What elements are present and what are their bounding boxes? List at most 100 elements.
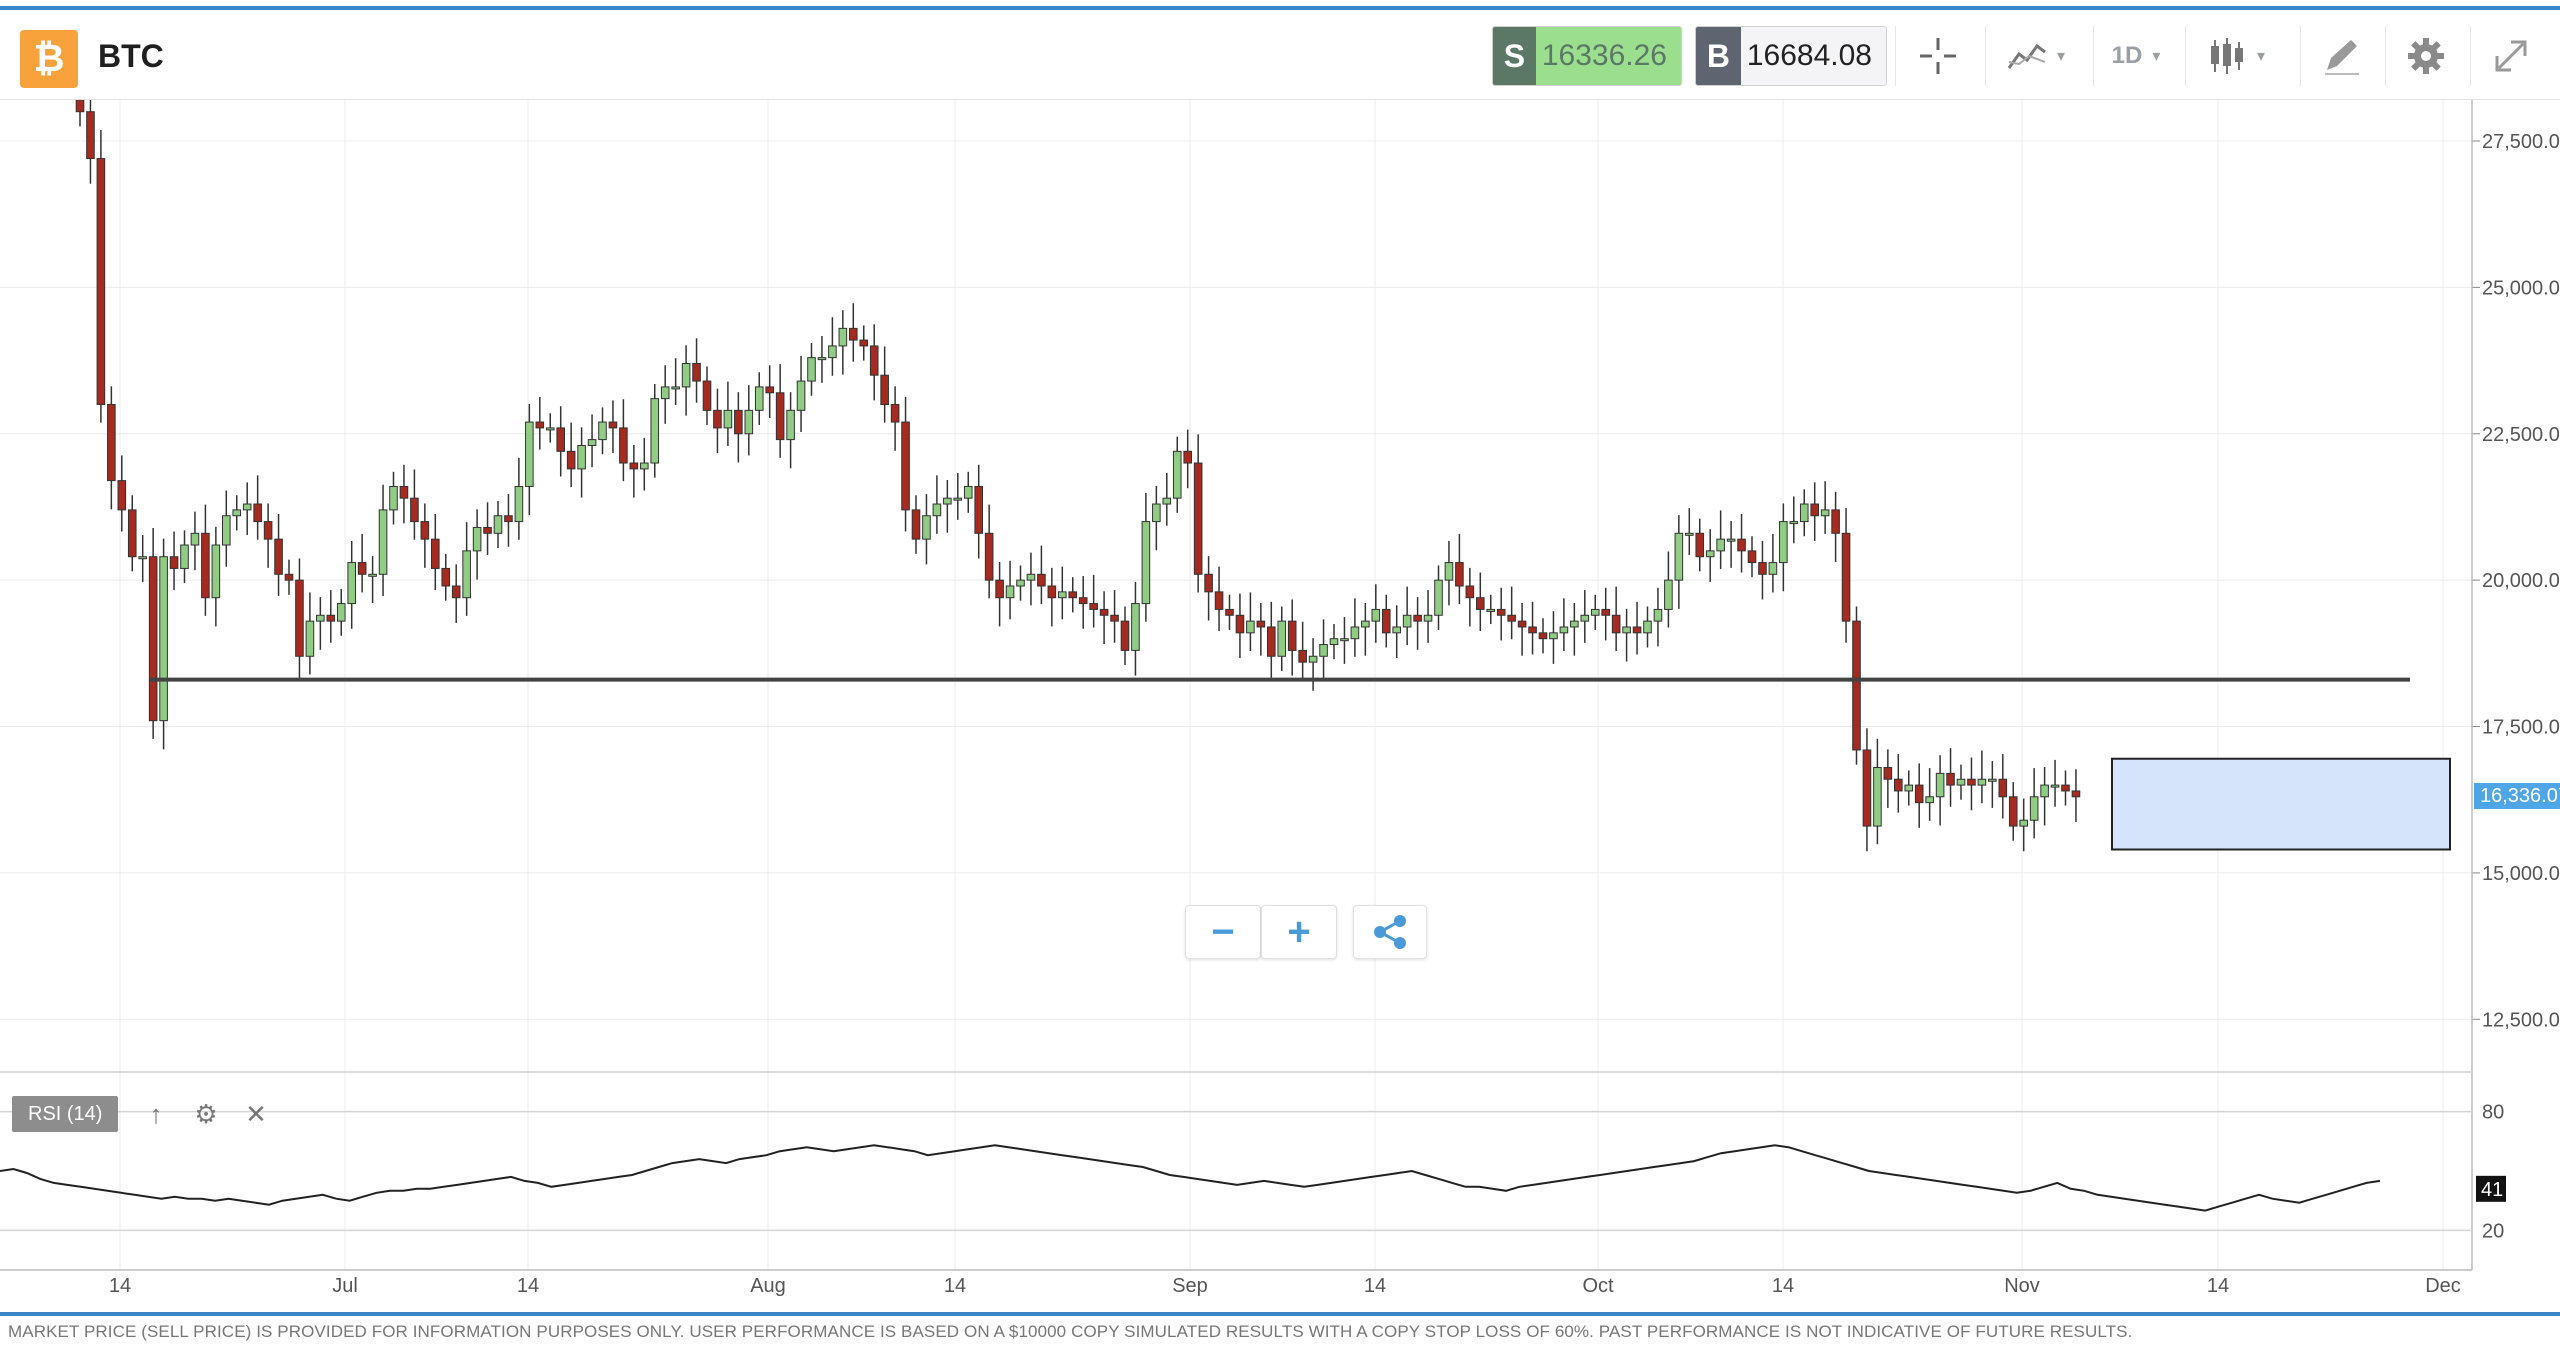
candle-body	[859, 339, 869, 347]
rsi-current-value: 41	[2481, 1179, 2503, 1201]
candle-body	[807, 357, 816, 382]
candle-body	[1664, 579, 1673, 610]
candle-body	[1319, 644, 1328, 657]
candle-body	[734, 409, 743, 435]
candle-body	[545, 427, 555, 431]
gear-icon	[2408, 38, 2444, 74]
drawing-tools-button[interactable]	[2300, 26, 2381, 86]
x-axis-tick-label: 14	[109, 1275, 131, 1297]
rsi-line	[0, 1144, 2381, 1212]
candle-body	[2019, 819, 2029, 827]
candle-body	[169, 556, 179, 569]
candle-body	[1507, 614, 1516, 622]
candle-body	[1371, 608, 1381, 622]
candle-body	[514, 485, 524, 523]
candle-body	[650, 398, 660, 464]
candle-body	[754, 386, 764, 411]
candle-body	[1329, 638, 1339, 646]
chart-type-button[interactable]: ▾	[2185, 26, 2286, 86]
candle-body	[1256, 620, 1266, 628]
candle-body	[535, 421, 545, 429]
arrow-up-icon[interactable]: ↑	[149, 1098, 163, 1129]
bitcoin-logo-icon: ₿	[20, 30, 78, 88]
candle-body	[1873, 767, 1882, 827]
candle-body	[1172, 450, 1182, 499]
candle-body	[1601, 608, 1611, 616]
candle-body	[378, 509, 388, 575]
candle-body	[1026, 573, 1036, 581]
candle-body	[995, 579, 1004, 599]
candle-body	[96, 158, 106, 405]
candle-body	[1267, 626, 1276, 657]
candle-body	[1058, 591, 1067, 599]
candle-body	[347, 562, 356, 605]
candle-body	[1988, 778, 1997, 782]
sell-price-button[interactable]: S 16336.26	[1492, 26, 1682, 86]
candle-body	[2061, 784, 2070, 792]
buy-price-button[interactable]: B 16684.08	[1695, 26, 1887, 86]
candle-body	[2050, 784, 2060, 788]
candle-body	[242, 503, 252, 511]
settings-button[interactable]	[2385, 26, 2466, 86]
interval-label: 1D	[2111, 42, 2143, 69]
candle-body	[1674, 532, 1684, 581]
candle-body	[1904, 784, 1914, 792]
candle-body	[1476, 597, 1485, 610]
y-axis-tick-label: 12,500.00	[2482, 1009, 2560, 1031]
candle-body	[305, 620, 315, 657]
price-chart[interactable]: 27,500.00 25,000.00 22,500.00 20,000.00 17,5…	[0, 100, 2560, 1312]
close-icon[interactable]: ✕	[245, 1098, 267, 1129]
x-axis-tick-label: Aug	[750, 1275, 786, 1297]
gear-icon[interactable]: ⚙	[194, 1098, 218, 1129]
candle-body	[201, 532, 210, 599]
candle-body	[295, 579, 304, 657]
chevron-down-icon: ▾	[2256, 48, 2266, 65]
interval-dropdown[interactable]: 1D ▾	[2093, 26, 2178, 86]
indicators-button[interactable]: ▾	[1985, 26, 2086, 86]
candle-body	[1361, 620, 1370, 628]
candle-body	[901, 421, 910, 511]
candle-body	[765, 386, 775, 394]
candle-body	[1423, 614, 1433, 622]
candle-body	[1570, 620, 1579, 628]
candle-body	[713, 409, 722, 429]
share-button[interactable]	[1353, 905, 1427, 959]
candle-body	[1089, 603, 1098, 610]
candle-body	[1037, 573, 1046, 587]
x-axis-tick-label: Jul	[332, 1275, 358, 1297]
crosshair-button[interactable]	[1895, 26, 1980, 86]
candle-body	[107, 403, 116, 482]
candle-body	[1099, 608, 1109, 616]
candle-body	[1517, 620, 1527, 628]
candle-body	[493, 515, 503, 534]
zoom-in-button[interactable]: +	[1261, 905, 1337, 959]
candle-body	[1538, 632, 1548, 640]
fullscreen-button[interactable]	[2470, 26, 2551, 86]
candle-body	[849, 327, 858, 341]
candle-body	[1078, 597, 1088, 605]
candle-body	[431, 538, 440, 569]
candle-body	[1946, 772, 1955, 786]
candle-body	[1559, 626, 1569, 634]
rsi-indicator-label[interactable]: RSI (14)	[12, 1096, 119, 1132]
candle-body	[1643, 620, 1652, 634]
x-axis-tick-label: Sep	[1172, 1275, 1208, 1297]
candle-body	[963, 485, 973, 499]
buy-tag: B	[1696, 27, 1741, 85]
rsi-level-80-label: 80	[2482, 1102, 2504, 1124]
y-axis-tick-label: 25,000.00	[2482, 277, 2560, 299]
x-axis-tick-label: Nov	[2004, 1275, 2040, 1297]
chevron-down-icon: ▾	[2152, 48, 2161, 65]
fullscreen-icon	[2495, 40, 2527, 72]
chart-background	[0, 100, 2560, 1312]
x-axis-tick-label: 14	[2207, 1275, 2229, 1297]
candle-body	[1695, 532, 1705, 558]
candle-body	[1758, 562, 1767, 575]
zoom-out-button[interactable]: −	[1185, 905, 1261, 959]
candle-body	[1204, 573, 1213, 593]
candle-body	[1768, 562, 1778, 575]
y-axis-tick-label: 15,000.00	[2482, 863, 2560, 885]
candle-body	[274, 538, 283, 575]
candle-body	[1120, 620, 1130, 651]
candle-body	[1653, 608, 1663, 622]
